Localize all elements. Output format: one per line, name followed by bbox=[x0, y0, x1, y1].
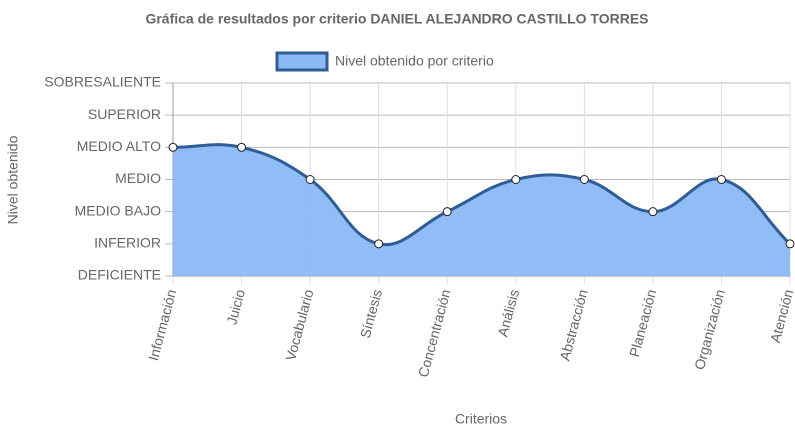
y-tick-label: MEDIO bbox=[115, 170, 161, 186]
legend-swatch bbox=[275, 51, 329, 72]
point bbox=[511, 175, 521, 184]
x-tick-label: Análisis bbox=[494, 288, 522, 339]
y-tick-label: INFERIOR bbox=[94, 235, 161, 251]
y-tick-label: SOBRESALIENTE bbox=[44, 74, 161, 90]
point bbox=[374, 239, 384, 249]
x-tick-label: Organización bbox=[691, 288, 728, 372]
line bbox=[172, 143, 792, 247]
legend-label: Nivel obtenido por criterio bbox=[335, 53, 494, 69]
x-tick-label: Información bbox=[145, 288, 179, 363]
point bbox=[237, 142, 247, 152]
point bbox=[785, 239, 795, 249]
point bbox=[716, 175, 726, 184]
x-tick-label: Atención bbox=[767, 288, 795, 345]
y-axis-title: Nivel obtenido bbox=[5, 135, 21, 224]
x-tick-label: Síntesis bbox=[357, 288, 385, 340]
point bbox=[648, 207, 658, 217]
point bbox=[579, 175, 589, 184]
x-tick-label: Concentración bbox=[415, 288, 454, 379]
y-tick-label: DEFICIENTE bbox=[78, 267, 161, 283]
x-axis-title: Criterios bbox=[455, 411, 507, 427]
x-tick-label: Abstracción bbox=[556, 288, 590, 363]
area bbox=[173, 144, 790, 276]
chart-title: Gráfica de resultados por criterio DANIE… bbox=[145, 11, 648, 27]
point bbox=[305, 175, 315, 184]
y-tick-label: SUPERIOR bbox=[88, 106, 161, 122]
y-tick-label: MEDIO BAJO bbox=[75, 202, 161, 218]
point bbox=[168, 142, 178, 152]
point bbox=[442, 207, 452, 217]
x-tick-label: Juicio bbox=[223, 287, 248, 326]
x-tick-label: Planeación bbox=[626, 288, 659, 359]
x-tick-label: Vocabulario bbox=[282, 287, 316, 362]
y-tick-label: MEDIO ALTO bbox=[77, 138, 161, 154]
